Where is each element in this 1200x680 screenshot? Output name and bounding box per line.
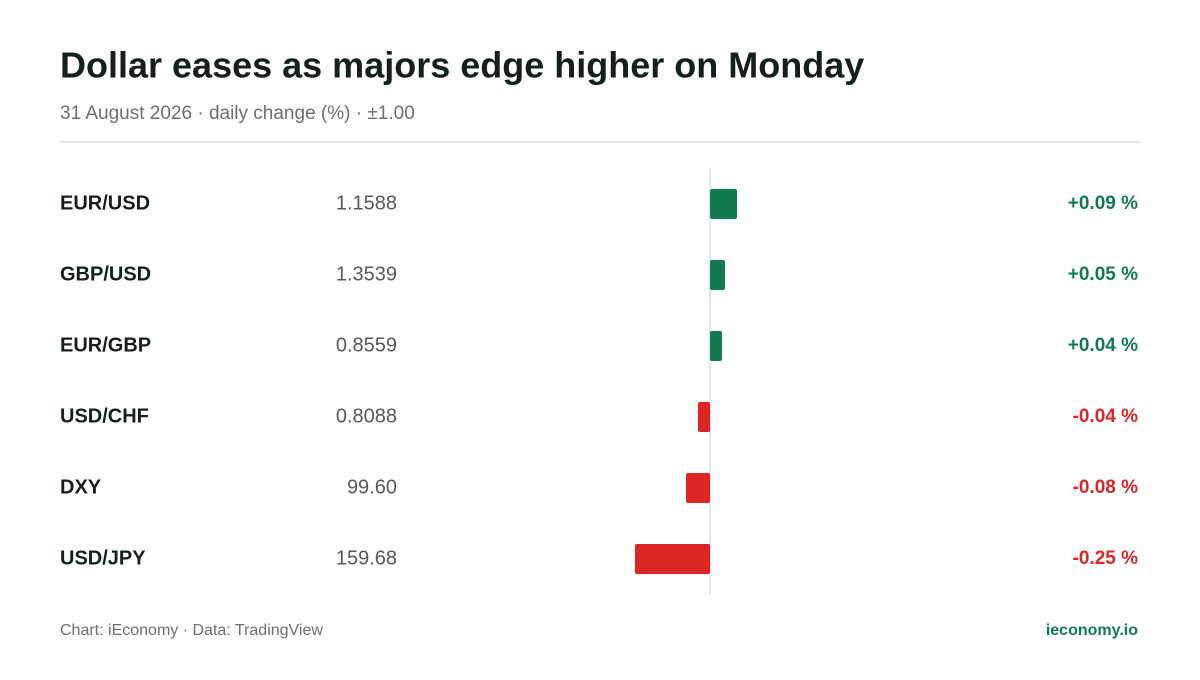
bar (686, 473, 710, 503)
pair-label: USD/JPY (60, 547, 146, 569)
chart-subtitle: 31 August 2026 · daily change (%) · ±1.0… (60, 103, 415, 124)
price: 159.68 (336, 547, 397, 569)
value-label: -0.25 % (1073, 548, 1139, 569)
pair-label: EUR/GBP (60, 334, 151, 356)
chart-title: Dollar eases as majors edge higher on Mo… (60, 45, 864, 86)
pair-label: USD/CHF (60, 405, 149, 427)
value-label: -0.04 % (1073, 406, 1139, 427)
bar (710, 189, 737, 219)
pair-label: DXY (60, 476, 102, 498)
bar (635, 544, 710, 574)
price: 0.8559 (336, 334, 397, 356)
price: 1.3539 (336, 263, 397, 285)
value-label: +0.09 % (1068, 193, 1138, 214)
pair-label: GBP/USD (60, 263, 151, 285)
value-label: -0.08 % (1073, 477, 1139, 498)
price: 0.8088 (336, 405, 397, 427)
brand: ieconomy.io (1046, 622, 1138, 639)
value-label: +0.05 % (1068, 264, 1138, 285)
bar (710, 331, 722, 361)
pair-label: EUR/USD (60, 192, 150, 214)
bar (698, 402, 710, 432)
price: 99.60 (347, 476, 397, 498)
price: 1.1588 (336, 192, 397, 214)
source-note: Chart: iEconomy · Data: TradingView (60, 622, 323, 639)
value-label: +0.04 % (1068, 335, 1138, 356)
bar (710, 260, 725, 290)
